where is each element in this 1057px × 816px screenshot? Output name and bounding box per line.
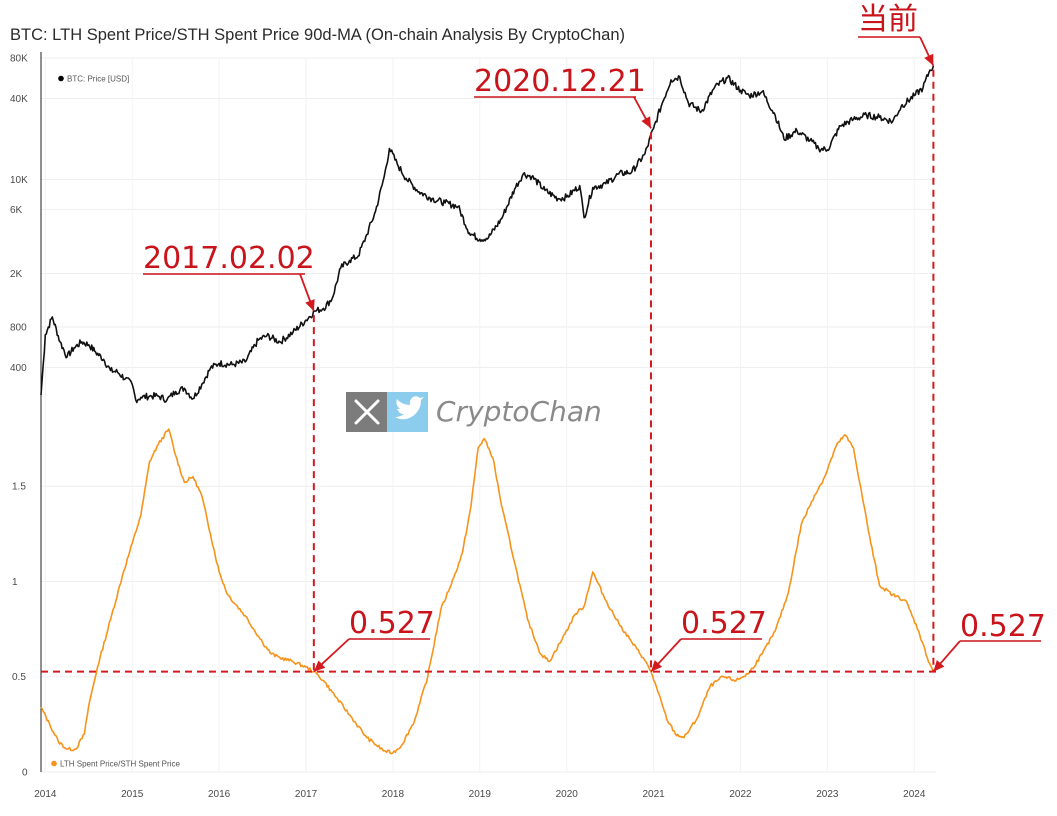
x-tick-label: 2017 [295, 789, 318, 800]
annotation-label: 2020.12.21 [474, 64, 646, 99]
annotations: 2017.02.02 2020.12.21 当前 0.527 0.527 0.527 [41, 2, 1046, 673]
x-tick-label: 2016 [208, 789, 231, 800]
price-legend-swatch [58, 75, 64, 82]
watermark: CryptoChan [346, 392, 602, 432]
price-series-line [40, 65, 935, 404]
annotation-arrowhead [305, 299, 315, 312]
annotation-label: 2017.02.02 [143, 241, 315, 276]
ratio-y-tick-label: 1.5 [12, 482, 26, 493]
annotation-label: 0.527 [960, 609, 1046, 644]
x-tick-label: 2015 [121, 789, 144, 800]
price-y-tick-label: 800 [10, 323, 27, 334]
ratio-legend-label: LTH Spent Price/STH Spent Price [60, 760, 180, 769]
x-tick-label: 2021 [642, 789, 665, 800]
chart-title: BTC: LTH Spent Price/STH Spent Price 90d… [10, 26, 626, 44]
x-tick-label: 2019 [469, 789, 492, 800]
price-y-tick-label: 2K [10, 269, 23, 280]
price-y-tick-label: 40K [10, 94, 28, 105]
ratio-legend-swatch [51, 760, 57, 767]
x-tick-label: 2014 [34, 789, 57, 800]
price-legend-label: BTC: Price [USD] [67, 75, 129, 84]
x-tick-label: 2022 [729, 789, 752, 800]
x-logo-icon [354, 399, 380, 425]
annotation-arrowhead [924, 53, 934, 66]
annotation-arrowhead [641, 116, 651, 129]
price-y-tick-label: 10K [10, 175, 28, 186]
series-layer [40, 65, 935, 755]
ratio-y-tick-label: 0.5 [12, 672, 26, 683]
annotation-arrowhead [650, 660, 663, 672]
x-tick-label: 2018 [382, 789, 405, 800]
price-y-tick-label: 400 [10, 363, 27, 374]
annotation-label: 当前 [858, 2, 918, 37]
annotation-label: 0.527 [349, 606, 435, 641]
axes: 80K 40K 10K 6K 2K 800 400 1.5 1 0.5 0 2014 2015 2016 2… [10, 52, 926, 800]
ratio-y-tick-label: 0 [22, 768, 28, 779]
annotation-label: 0.527 [681, 606, 767, 641]
price-y-tick-label: 80K [10, 54, 28, 65]
watermark-text: CryptoChan [436, 395, 602, 428]
x-tick-label: 2024 [903, 789, 926, 800]
x-tick-label: 2020 [556, 789, 579, 800]
ratio-series-line [40, 428, 935, 755]
ratio-y-tick-label: 1 [12, 577, 18, 588]
twitter-bird-icon [395, 396, 424, 420]
grid [41, 57, 936, 773]
legends: BTC: Price [USD] LTH Spent Price/STH Spen… [51, 75, 180, 769]
x-tick-label: 2023 [816, 789, 839, 800]
annotation-arrowhead [313, 660, 326, 672]
annotation-arrowhead [933, 660, 945, 672]
price-y-tick-label: 6K [10, 205, 23, 216]
